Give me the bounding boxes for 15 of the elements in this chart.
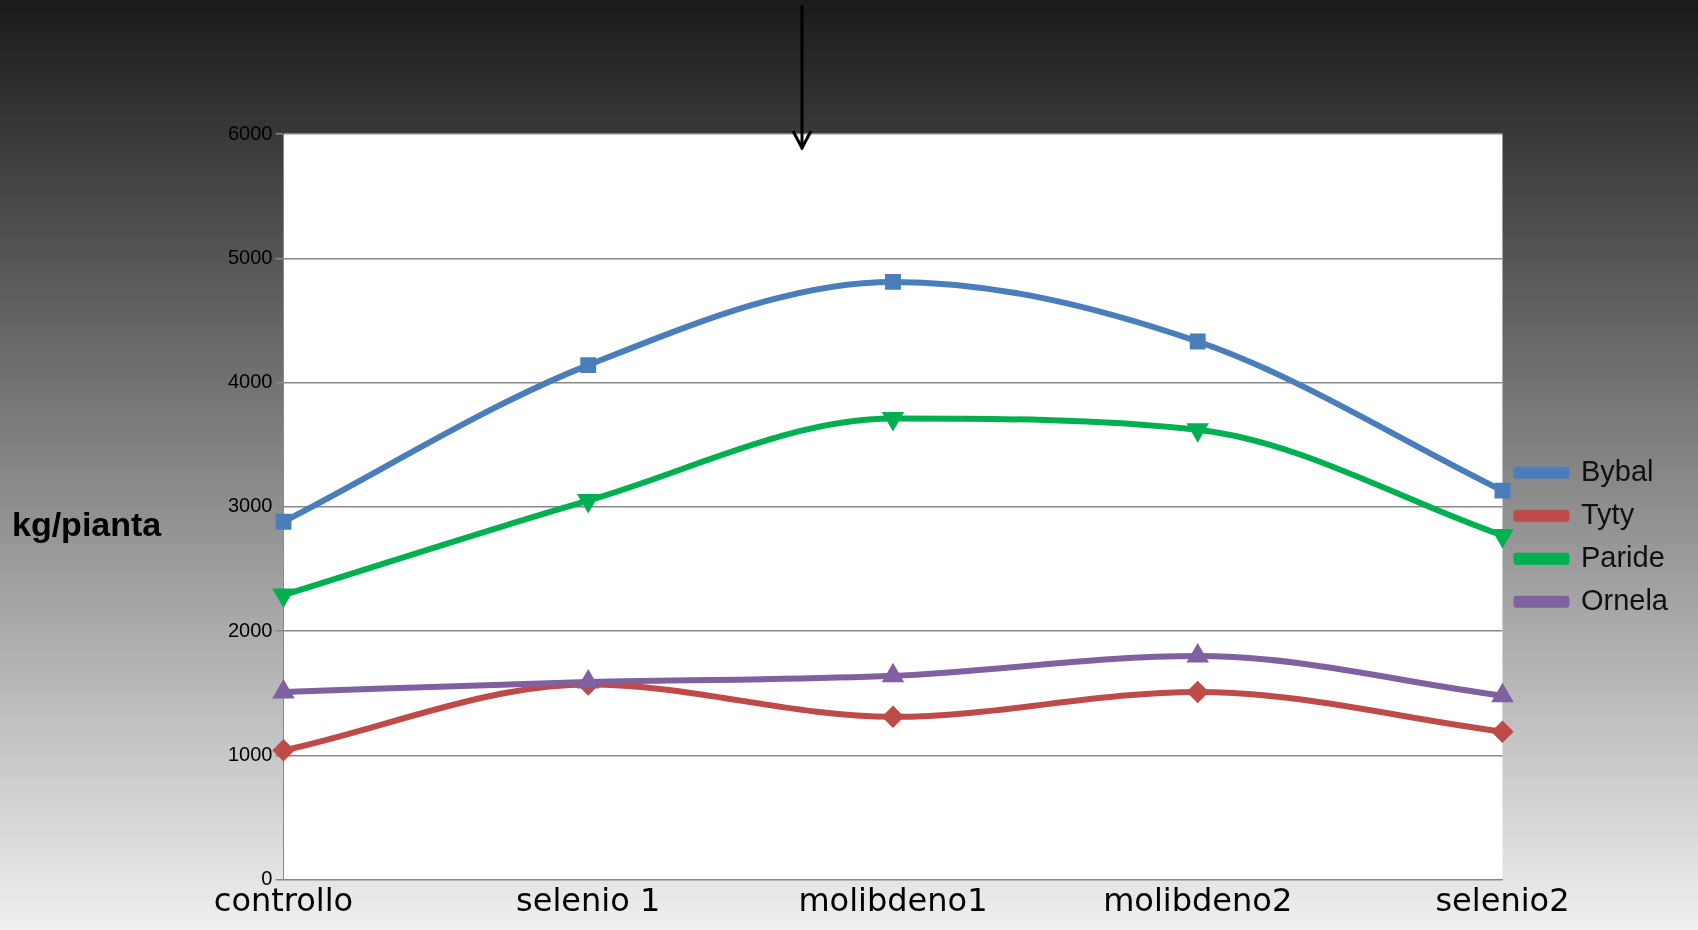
legend-label: Ornela (1580, 583, 1669, 616)
y-tick-label: 3000 (227, 494, 273, 517)
y-tick-label: 4000 (227, 370, 273, 393)
legend-label: Bybal (1580, 454, 1654, 487)
x-tick-label: selenio2 (1435, 881, 1570, 920)
y-tick-label: 6000 (227, 121, 273, 144)
x-tick-label: molibdeno1 (798, 881, 988, 920)
y-axis-title: kg/pianta (12, 505, 162, 544)
x-tick-label: molibdeno2 (1103, 881, 1293, 920)
legend-label: Tyty (1580, 497, 1635, 530)
y-tick-label: 5000 (227, 245, 273, 268)
x-tick-label: selenio 1 (516, 881, 661, 920)
y-tick-label: 1000 (227, 742, 273, 765)
legend-label: Paride (1580, 540, 1665, 573)
y-tick-label: 2000 (227, 618, 273, 641)
